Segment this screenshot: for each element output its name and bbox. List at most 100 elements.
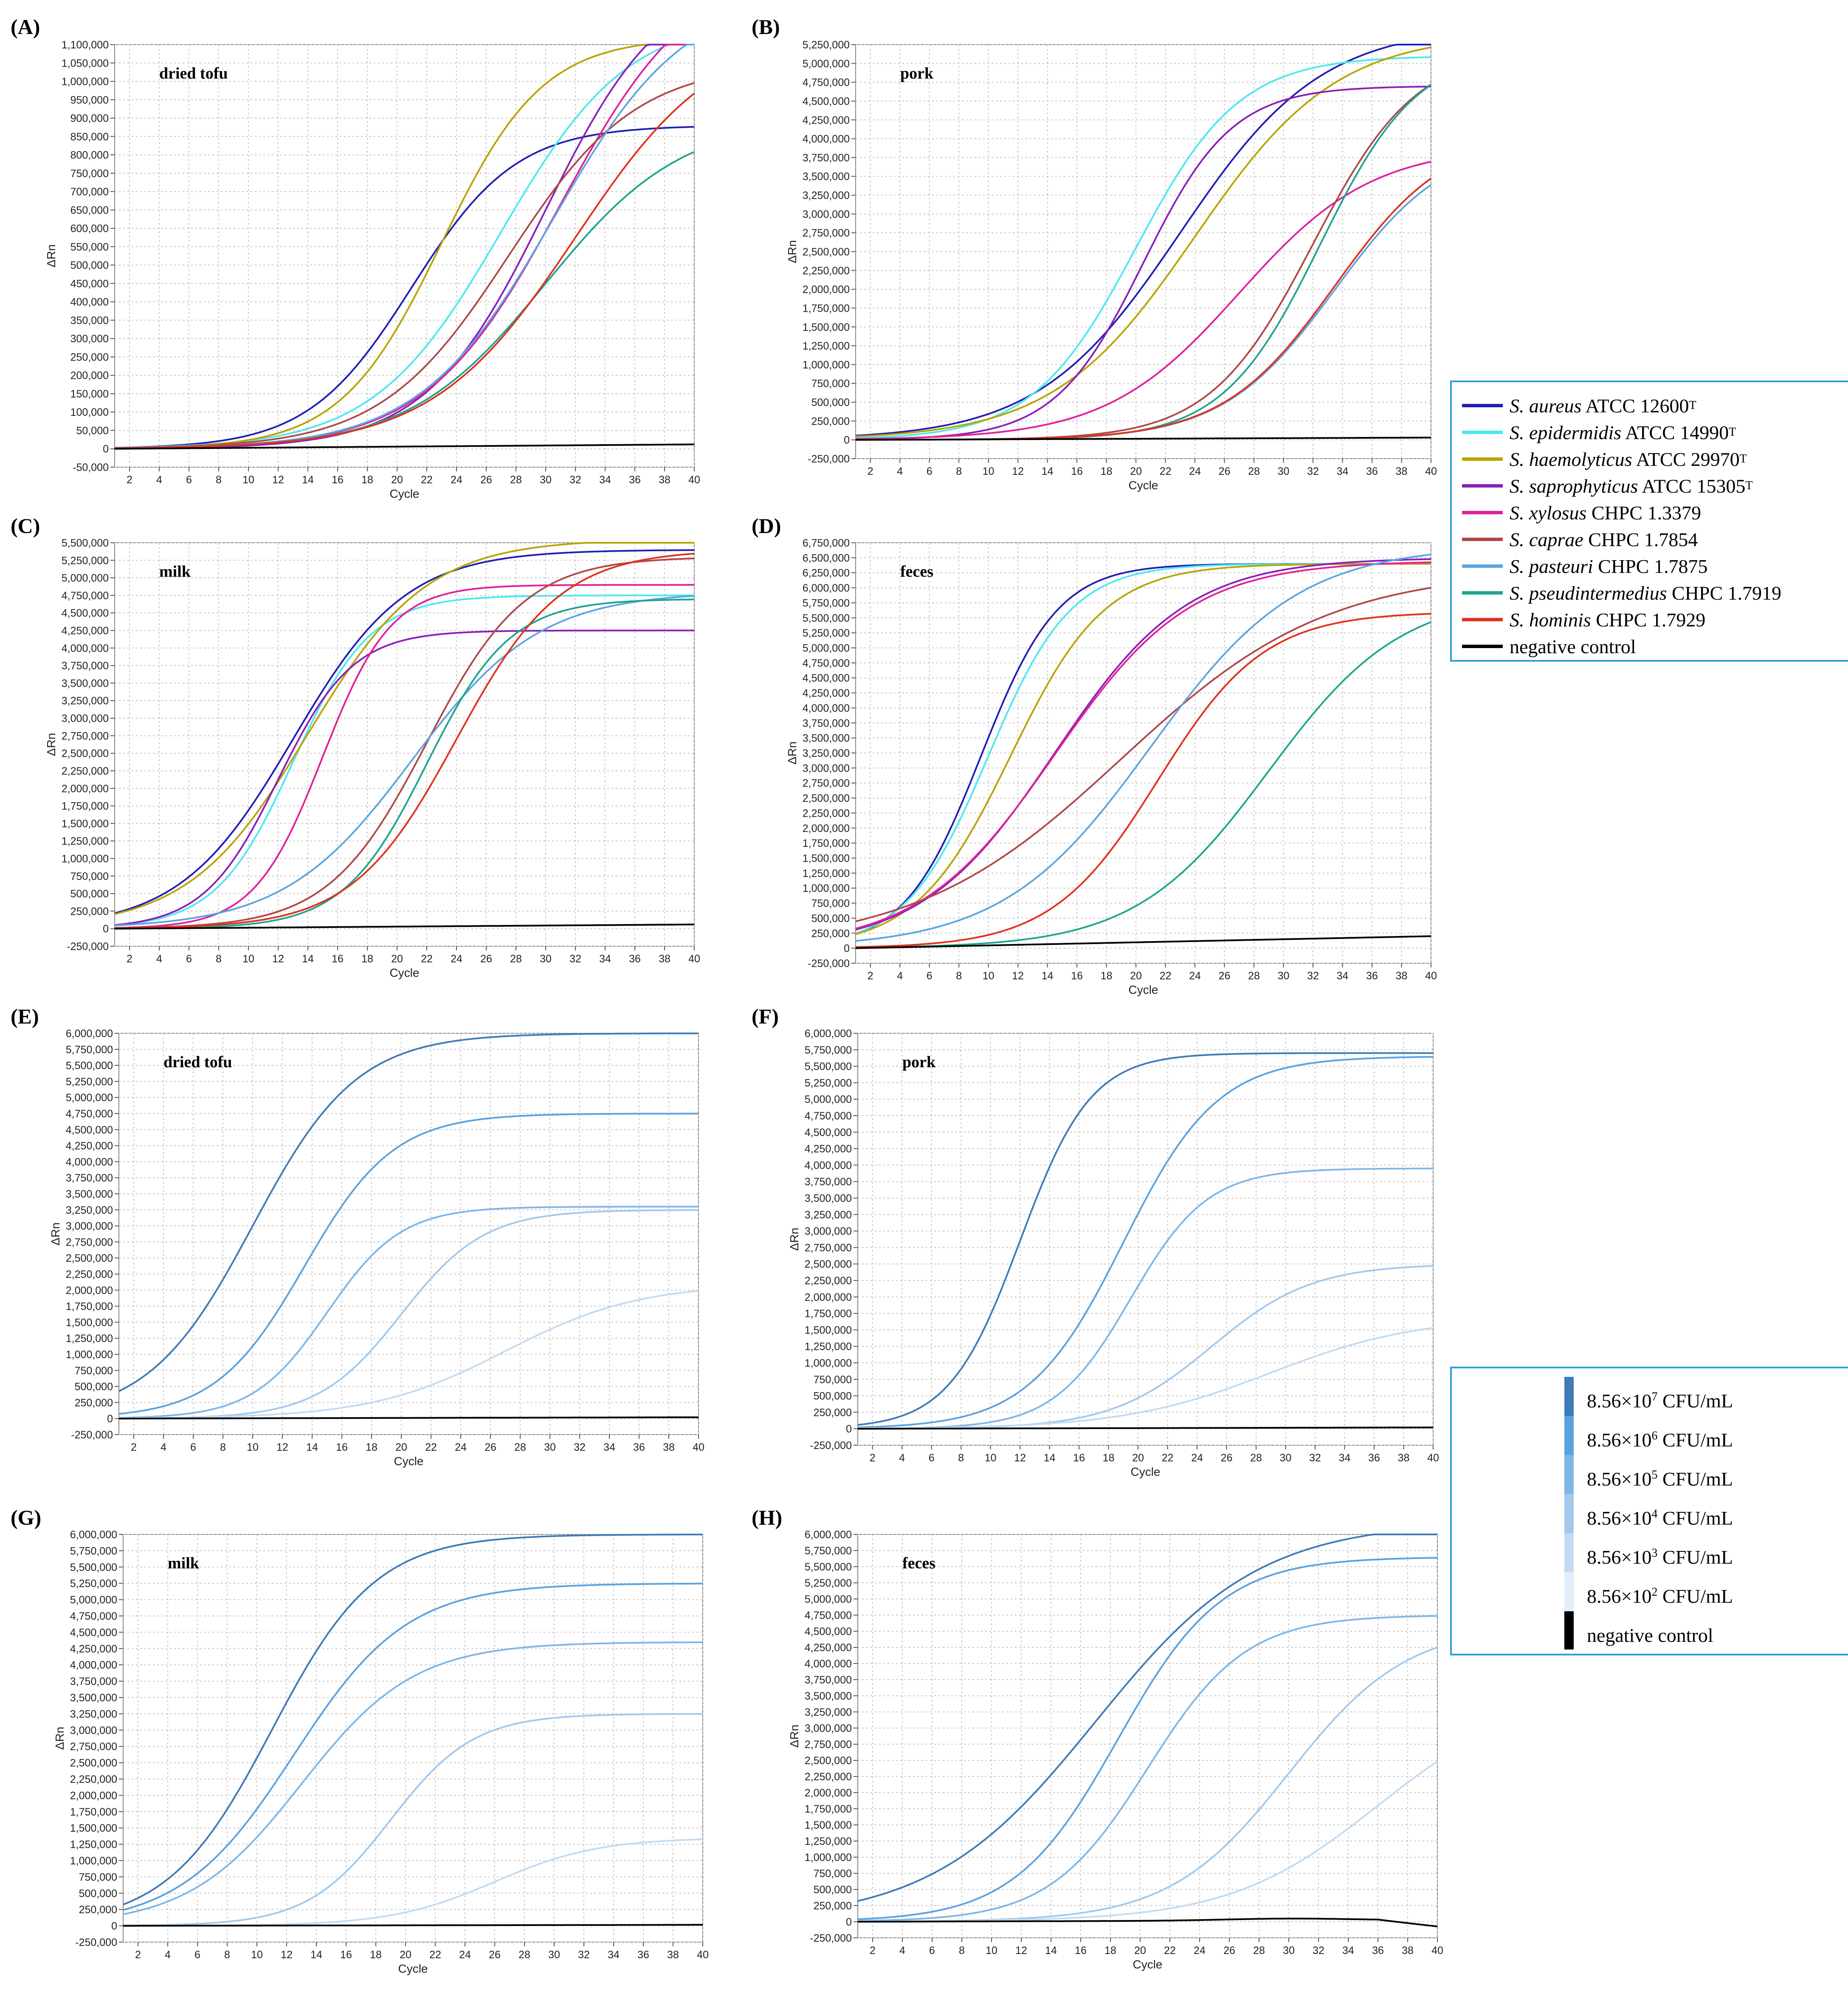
species-name: S. epidermidis [1510,421,1622,443]
x-tick-label: 26 [1223,1945,1235,1957]
y-tick-label: 5,500,000 [805,1561,852,1573]
y-tick-label: 750,000 [70,871,109,883]
legend-swatch [1462,484,1503,488]
y-tick-label: 6,500,000 [803,552,850,564]
y-tick-label: 4,500,000 [805,1127,852,1139]
y-tick-label: 1,750,000 [66,1301,113,1313]
x-tick-label: 34 [1342,1945,1354,1957]
x-tick-label: 22 [1164,1945,1176,1957]
y-axis-title: ΔRn [45,244,58,268]
series-line [855,44,1431,437]
x-tick-label: 34 [599,474,611,486]
y-tick-label: -250,000 [810,1440,852,1452]
x-tick-label: 28 [1248,970,1260,982]
y-tick-label: 200,000 [70,370,109,382]
y-tick-label: 5,250,000 [62,555,109,567]
concentration-exponent: 5 [1651,1468,1658,1482]
x-axis-title: Cycle [1132,1958,1162,1971]
y-tick-label: 2,000,000 [805,1787,852,1799]
x-tick-label: 30 [1280,1452,1292,1464]
panel-label: (H) [752,1506,782,1529]
y-tick-label: 6,000,000 [803,582,850,594]
y-tick-label: 5,250,000 [805,1577,852,1589]
series-line [114,584,694,929]
x-tick-label: 26 [489,1949,501,1961]
x-tick-label: 2 [870,1945,876,1957]
series-line [114,542,694,915]
y-tick-label: 750,000 [814,1374,852,1386]
y-tick-label: 800,000 [70,149,109,161]
y-tick-label: 1,250,000 [803,868,850,880]
panel-f: (F) -250,000 0 250,000 500,000 750,000 1,000,0… [752,1004,1439,1478]
y-tick-label: 3,500,000 [70,1692,117,1704]
series-line [855,586,1431,922]
x-tick-label: 30 [540,953,552,965]
y-tick-label: 300,000 [70,333,109,345]
legend-swatch [1462,431,1503,434]
y-tick-label: 3,250,000 [803,747,850,759]
x-tick-label: 32 [569,953,581,965]
y-tick-label: 450,000 [70,278,109,290]
panel-label: (E) [11,1004,39,1028]
x-tick-label: 18 [370,1949,382,1961]
y-tick-label: 5,500,000 [66,1060,113,1072]
series-line [114,595,695,927]
x-tick-label: 6 [186,474,192,486]
y-tick-label: 2,000,000 [805,1291,852,1303]
legend-swatch [1462,538,1503,541]
species-name: S. xylosus [1510,502,1587,524]
x-tick-label: 10 [242,474,254,486]
concentration-base: 8.56×10 [1587,1429,1652,1451]
x-tick-label: 10 [247,1441,259,1453]
y-tick-label: 4,500,000 [70,1627,117,1638]
x-tick-label: 2 [127,953,132,965]
y-tick-label: 3,000,000 [805,1723,852,1734]
y-tick-label: 6,250,000 [803,567,850,579]
series-line [114,82,695,449]
concentration-label: 8.56×105 CFU/mL [1587,1468,1733,1490]
y-tick-label: 3,000,000 [62,713,109,725]
series-line [857,1615,1438,1922]
y-tick-label: 4,750,000 [805,1110,852,1122]
x-tick-label: 4 [897,970,903,982]
y-tick-label: 500,000 [811,913,850,925]
x-tick-label: 8 [956,970,962,982]
series-line [114,923,694,930]
x-tick-label: 24 [451,474,462,486]
series-line [114,549,694,914]
x-tick-label: 20 [391,474,403,486]
y-tick-label: 1,500,000 [803,853,850,865]
x-tick-label: 34 [603,1441,615,1453]
y-tick-label: 3,000,000 [803,209,850,220]
series-line [114,629,694,926]
x-tick-label: 22 [421,474,433,486]
y-tick-label: 1,250,000 [805,1341,852,1353]
species-name: S. aureus [1510,395,1582,417]
x-tick-label: 2 [127,474,132,486]
y-tick-label: 1,500,000 [66,1317,113,1328]
concentration-swatch [1564,1377,1574,1416]
x-tick-label: 16 [336,1441,348,1453]
x-tick-label: 8 [216,474,222,486]
plot-area [118,1033,699,1435]
y-tick-label: 2,000,000 [70,1790,117,1802]
y-tick-label: 6,000,000 [70,1529,117,1541]
y-tick-label: -250,000 [808,958,850,970]
series-line [857,1052,1433,1426]
series-line [119,1416,699,1420]
concentration-label: 8.56×102 CFU/mL [1587,1585,1733,1607]
y-tick-label: 5,500,000 [805,1061,852,1073]
x-tick-label: 20 [1134,1945,1146,1957]
y-tick-label: 500,000 [70,888,109,900]
sample-title: dried tofu [159,65,228,82]
x-tick-label: 40 [1431,1945,1443,1957]
y-tick-label: 500,000 [811,397,850,409]
y-tick-label: 6,000,000 [805,1529,852,1541]
y-tick-label: 6,750,000 [803,537,850,549]
panel-c: (C) -250,000 0 250,000 500,000 750,000 1,000,0… [11,514,700,979]
y-tick-label: 5,000,000 [805,1094,852,1105]
y-tick-label: 4,250,000 [70,1643,117,1655]
y-tick-label: 3,750,000 [805,1176,852,1188]
y-tick-label: 5,750,000 [805,1044,852,1056]
concentration-swatch [1564,1455,1574,1494]
